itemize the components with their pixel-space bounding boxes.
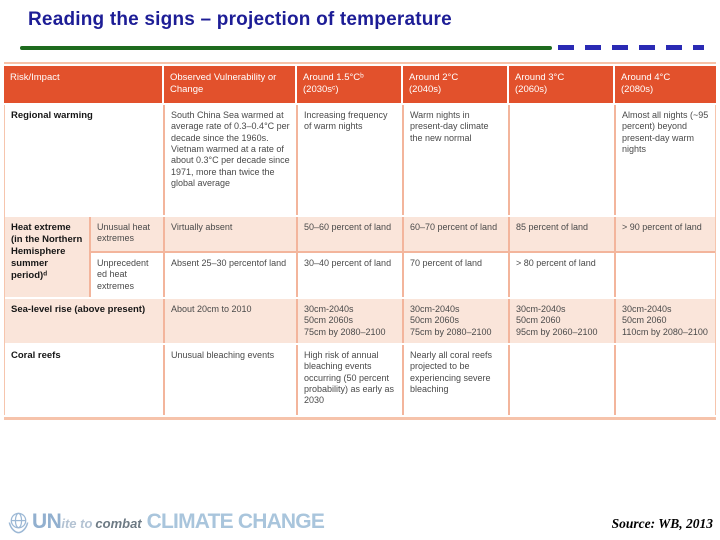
- title-underline-green: [20, 46, 552, 50]
- climate-projection-table: Risk/Impact Observed Vulnerability or Ch…: [4, 62, 716, 420]
- unite-to-combat-climate-change-logo: UN ite to combat CLIMATE CHANGE: [6, 510, 325, 535]
- header-cell-3c: Around 3°C (2060s): [509, 66, 613, 103]
- header-cell-observed: Observed Vulnerability or Change: [164, 66, 295, 103]
- cell-unusual-heat-observed: Virtually absent: [165, 217, 296, 251]
- cell-sea-level-label: Sea-level rise (above present): [5, 298, 163, 343]
- cell-sea-level-2c: 30cm-2040s 50cm 2060s 75cm by 2080–2100: [404, 298, 508, 343]
- cell-coral-reefs-3c: [510, 344, 614, 415]
- cell-unusual-heat-1-5c: 50–60 percent of land: [298, 217, 402, 251]
- cell-coral-reefs-2c: Nearly all coral reefs projected to be e…: [404, 344, 508, 415]
- page-title: Reading the signs – projection of temper…: [28, 9, 452, 30]
- cell-unusual-heat-2c: 60–70 percent of land: [404, 217, 508, 251]
- title-underline-dashed: [558, 45, 704, 50]
- row-sea-level-rise: Sea-level rise (above present) About 20c…: [5, 298, 715, 343]
- cell-heat-extreme-label: Heat extreme (in the Northern Hemisphere…: [5, 217, 89, 297]
- cell-sea-level-1-5c: 30cm-2040s 50cm 2060s 75cm by 2080–2100: [298, 298, 402, 343]
- cell-regional-warming-3c: [510, 105, 614, 215]
- cell-regional-warming-label: Regional warming: [5, 105, 163, 215]
- cell-regional-warming-2c: Warm nights in present-day climate the n…: [404, 105, 508, 215]
- table-header-row: Risk/Impact Observed Vulnerability or Ch…: [4, 66, 716, 103]
- header-cell-2c: Around 2°C (2040s): [403, 66, 507, 103]
- table-body: Regional warming South China Sea warmed …: [4, 105, 716, 415]
- cell-unusual-heat-3c: 85 percent of land: [510, 217, 614, 251]
- cell-unprecedented-heat-observed: Absent 25–30 percentof land: [165, 253, 296, 297]
- cell-unprecedented-heat-2c: 70 percent of land: [404, 253, 508, 297]
- cell-unprecedented-heat-4c: [616, 253, 715, 297]
- cell-sea-level-observed: About 20cm to 2010: [165, 298, 296, 343]
- cell-sea-level-4c: 30cm-2040s 50cm 2060 110cm by 2080–2100: [616, 298, 715, 343]
- table-bottom-border: [4, 416, 716, 420]
- logo-text-un: UN: [32, 510, 62, 533]
- source-citation: Source: WB, 2013: [611, 516, 713, 531]
- cell-unprecedented-heat-1-5c: 30–40 percent of land: [298, 253, 402, 297]
- logo-text-ite-to: ite to: [61, 516, 93, 531]
- cell-coral-reefs-4c: [616, 344, 715, 415]
- logo-text-combat: combat: [95, 516, 142, 531]
- cell-sea-level-3c: 30cm-2040s 50cm 2060 95cm by 2060–2100: [510, 298, 614, 343]
- table-top-border: [4, 62, 716, 64]
- un-emblem-icon: [8, 512, 29, 534]
- cell-unprecedented-heat-3c: > 80 percent of land: [510, 253, 614, 297]
- row-coral-reefs: Coral reefs Unusual bleaching events Hig…: [5, 344, 715, 415]
- logo-text-climate-change: CLIMATE CHANGE: [146, 510, 325, 533]
- cell-unusual-heat-name: Unusual heat extremes: [91, 217, 163, 251]
- row-heat-extreme: Heat extreme (in the Northern Hemisphere…: [5, 217, 715, 297]
- cell-coral-reefs-label: Coral reefs: [5, 344, 163, 415]
- header-cell-1-5c: Around 1.5°Cᵇ (2030sᶜ): [297, 66, 401, 103]
- cell-regional-warming-4c: Almost all nights (~95 percent) beyond p…: [616, 105, 715, 215]
- cell-unprecedented-heat-name: Unprecedent ed heat extremes: [91, 253, 163, 297]
- row-regional-warming: Regional warming South China Sea warmed …: [5, 105, 715, 215]
- cell-unusual-heat-4c: > 90 percent of land: [616, 217, 715, 251]
- cell-coral-reefs-observed: Unusual bleaching events: [165, 344, 296, 415]
- header-cell-risk-impact: Risk/Impact: [4, 66, 162, 103]
- cell-regional-warming-1-5c: Increasing frequency of warm nights: [298, 105, 402, 215]
- header-cell-4c: Around 4°C (2080s): [615, 66, 716, 103]
- cell-coral-reefs-1-5c: High risk of annual bleaching events occ…: [298, 344, 402, 415]
- cell-regional-warming-observed: South China Sea warmed at average rate o…: [165, 105, 296, 215]
